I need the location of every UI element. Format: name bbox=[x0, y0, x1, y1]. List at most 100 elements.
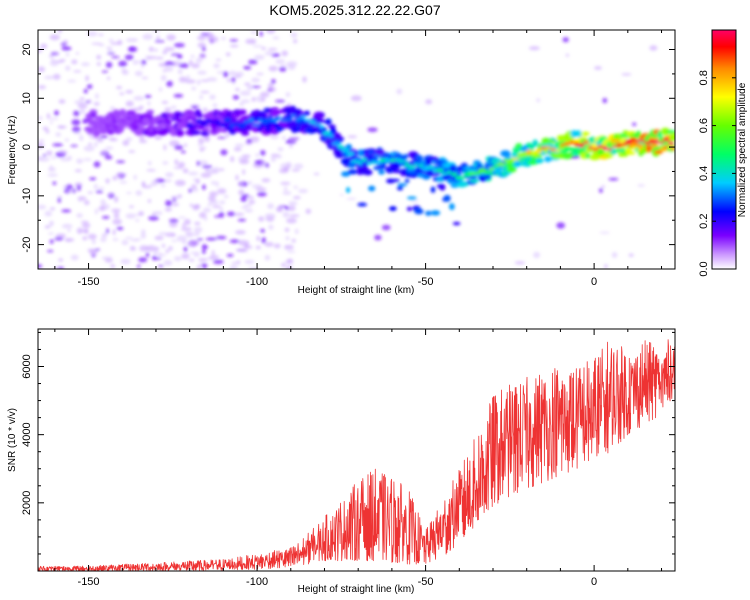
noise-blob bbox=[204, 136, 210, 143]
noise-blob bbox=[129, 245, 135, 251]
noise-blob bbox=[235, 230, 246, 235]
noise-blob bbox=[173, 93, 184, 98]
noise-blob bbox=[243, 65, 252, 70]
noise-blob bbox=[99, 135, 109, 139]
noise-blob bbox=[191, 184, 197, 190]
noise-blob bbox=[202, 165, 213, 169]
ridge-core bbox=[341, 147, 350, 152]
noise-blob bbox=[94, 248, 100, 251]
noise-blob bbox=[226, 253, 234, 257]
ridge-core bbox=[219, 123, 226, 128]
noise-blob bbox=[71, 59, 78, 65]
ridge-core bbox=[295, 117, 302, 122]
noise-blob bbox=[189, 203, 193, 207]
noise-blob bbox=[144, 94, 152, 99]
noise-blob bbox=[156, 35, 160, 41]
ridge-blob bbox=[425, 171, 435, 176]
noise-blob bbox=[628, 253, 634, 257]
noise-blob bbox=[289, 214, 300, 218]
noise-blob bbox=[93, 141, 98, 148]
noise-blob bbox=[48, 232, 54, 235]
noise-blob bbox=[166, 34, 176, 41]
noise-blob bbox=[77, 199, 83, 202]
noise-blob bbox=[285, 244, 294, 250]
noise-blob bbox=[203, 246, 209, 249]
colorbar-gradient bbox=[712, 30, 736, 269]
ridge-core bbox=[497, 162, 505, 166]
noise-blob bbox=[164, 207, 172, 212]
noise-blob bbox=[67, 229, 71, 232]
noise-blob bbox=[207, 36, 219, 43]
noise-blob bbox=[279, 64, 288, 67]
ridge-core bbox=[607, 147, 612, 151]
noise-blob bbox=[140, 63, 145, 68]
ridge-blob bbox=[492, 167, 503, 174]
noise-blob bbox=[124, 236, 134, 240]
noise-blob bbox=[141, 182, 146, 187]
ridge-blob bbox=[200, 130, 210, 136]
noise-blob bbox=[196, 79, 201, 86]
noise-blob bbox=[112, 229, 116, 236]
noise-blob bbox=[285, 92, 291, 98]
noise-blob bbox=[240, 195, 247, 202]
noise-blob bbox=[188, 188, 192, 193]
ridge-core bbox=[300, 115, 306, 119]
noise-blob bbox=[106, 228, 109, 234]
noise-blob bbox=[154, 40, 165, 43]
colorbar-tick-label: 0.8 bbox=[698, 70, 710, 85]
spectrogram-panel: -150 -100 -50 0 20 10 0 -10 -20 Height of strai… bbox=[7, 29, 676, 296]
ridge-core bbox=[284, 118, 293, 122]
noise-blob bbox=[121, 239, 129, 246]
noise-blob bbox=[164, 47, 175, 52]
noise-blob bbox=[79, 97, 85, 100]
ridge-core bbox=[414, 162, 419, 167]
noise-blob bbox=[176, 54, 183, 59]
ridge-blob bbox=[585, 153, 591, 159]
noise-blob bbox=[126, 191, 132, 195]
noise-blob bbox=[55, 233, 67, 239]
noise-blob bbox=[110, 264, 115, 269]
ridge-blob bbox=[529, 143, 535, 151]
noise-blob bbox=[122, 140, 130, 146]
noise-blob bbox=[374, 234, 382, 241]
noise-blob bbox=[58, 149, 65, 152]
noise-blob bbox=[89, 249, 98, 256]
noise-blob bbox=[184, 218, 191, 226]
noise-blob bbox=[202, 266, 207, 269]
noise-blob bbox=[173, 166, 184, 169]
noise-blob bbox=[197, 264, 202, 269]
spectrogram-x-label: Height of straight line (km) bbox=[298, 285, 415, 296]
noise-blob bbox=[194, 221, 201, 226]
noise-blob bbox=[122, 69, 129, 76]
colorbar: 0.0 0.2 0.4 0.6 0.8 Normalized spectral ampl… bbox=[698, 29, 748, 277]
noise-blob bbox=[73, 110, 80, 117]
noise-blob bbox=[107, 52, 115, 55]
ridge-core bbox=[658, 141, 665, 144]
noise-blob bbox=[61, 46, 72, 51]
noise-blob bbox=[126, 38, 137, 43]
noise-blob bbox=[54, 110, 59, 116]
noise-blob bbox=[65, 184, 73, 190]
noise-blob bbox=[38, 66, 46, 73]
noise-blob bbox=[425, 99, 433, 105]
noise-blob bbox=[205, 237, 217, 241]
noise-blob bbox=[154, 136, 163, 140]
ridge-core bbox=[199, 122, 208, 127]
noise-blob bbox=[153, 249, 158, 256]
noise-blob bbox=[200, 33, 210, 36]
noise-blob bbox=[165, 200, 173, 207]
noise-blob bbox=[110, 42, 120, 45]
noise-blob bbox=[197, 42, 206, 48]
ridge-core bbox=[185, 123, 194, 128]
noise-blob bbox=[91, 238, 96, 245]
noise-blob bbox=[164, 179, 172, 182]
noise-blob bbox=[533, 251, 541, 259]
y-tick-label: 10 bbox=[21, 92, 33, 104]
noise-blob bbox=[196, 160, 201, 166]
noise-blob bbox=[260, 228, 266, 233]
snr-marks bbox=[38, 339, 675, 571]
noise-blob bbox=[57, 30, 62, 34]
x-tick-label: -150 bbox=[78, 276, 100, 288]
noise-blob bbox=[248, 59, 258, 65]
noise-blob bbox=[266, 30, 276, 34]
